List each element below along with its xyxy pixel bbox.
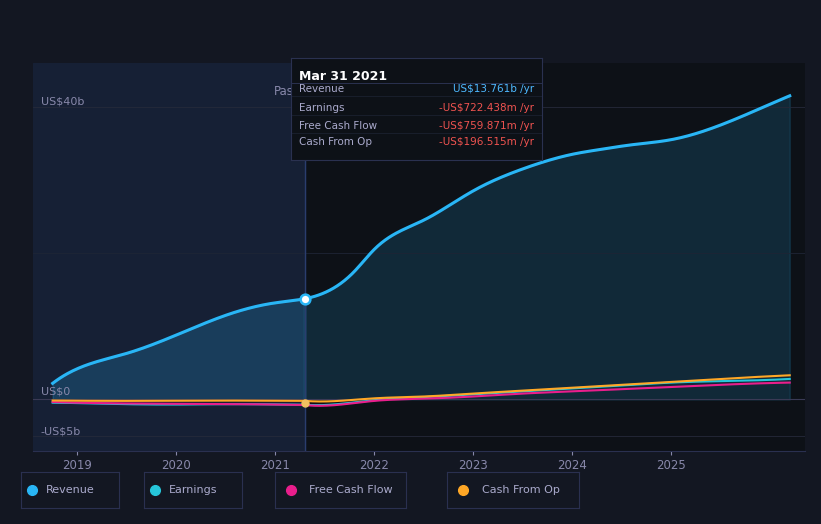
Text: US$0: US$0 <box>41 387 70 397</box>
Text: Cash From Op: Cash From Op <box>482 485 559 495</box>
Bar <box>33 63 305 451</box>
Text: Analysts Forecasts: Analysts Forecasts <box>314 85 424 98</box>
Text: Cash From Op: Cash From Op <box>299 137 372 147</box>
Text: Free Cash Flow: Free Cash Flow <box>310 485 392 495</box>
Text: Earnings: Earnings <box>299 103 345 113</box>
Text: -US$759.871m /yr: -US$759.871m /yr <box>439 121 534 131</box>
Text: -US$5b: -US$5b <box>41 426 81 436</box>
Text: Revenue: Revenue <box>46 485 95 495</box>
Text: US$13.761b /yr: US$13.761b /yr <box>453 84 534 94</box>
Text: Free Cash Flow: Free Cash Flow <box>299 121 377 131</box>
Text: Mar 31 2021: Mar 31 2021 <box>299 70 387 83</box>
Text: Past: Past <box>274 85 299 98</box>
Text: -US$196.515m /yr: -US$196.515m /yr <box>439 137 534 147</box>
Text: US$40b: US$40b <box>41 97 84 107</box>
Text: Earnings: Earnings <box>169 485 218 495</box>
Text: -US$722.438m /yr: -US$722.438m /yr <box>439 103 534 113</box>
Text: Revenue: Revenue <box>299 84 344 94</box>
